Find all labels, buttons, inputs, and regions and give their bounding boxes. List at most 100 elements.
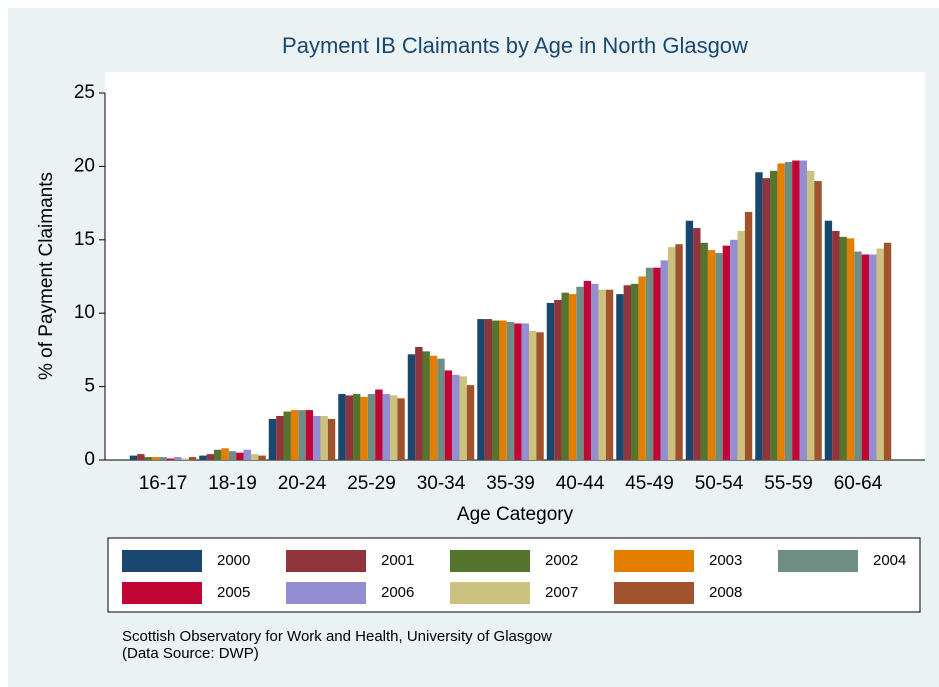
bar [174,457,182,460]
x-tick-label: 50-54 [695,473,744,494]
x-tick-label: 25-29 [347,473,396,494]
bar [137,454,145,460]
bar [397,398,405,460]
x-tick-label: 60-64 [834,473,883,494]
x-tick-label: 20-24 [278,473,327,494]
x-tick-label: 18-19 [208,473,257,494]
y-tick-label: 0 [84,449,95,470]
bar [382,393,390,460]
bar [814,181,822,460]
x-tick-label: 35-39 [486,473,535,494]
x-tick-label: 16-17 [139,473,188,494]
bar [452,374,460,460]
x-tick-label: 30-34 [417,473,466,494]
bar [221,448,229,460]
legend-swatch [778,550,858,572]
bar [561,292,569,460]
bar [799,160,807,460]
bar [506,322,515,460]
chart-title: Payment IB Claimants by Age in North Gla… [282,33,748,58]
bar [389,395,398,460]
legend-swatch [614,582,694,604]
bar [360,396,368,460]
bar [459,376,467,460]
legend-label: 2000 [217,552,250,569]
bar [653,267,661,460]
bar [250,454,259,460]
legend-swatch [450,550,530,572]
bar [228,451,237,460]
bar [298,410,306,460]
legend-swatch [122,582,202,604]
legend-label: 2007 [545,584,578,601]
bar [755,172,763,460]
bar [675,244,683,460]
y-axis-title: % of Payment Claimants [36,172,57,380]
bar [846,238,855,460]
legend-label: 2003 [709,552,742,569]
bar [605,289,614,460]
legend-label: 2006 [381,584,414,601]
bar [861,254,870,460]
bar [166,458,175,460]
bar [144,457,152,460]
bar [338,393,346,460]
bar [784,161,793,460]
bar [353,393,361,460]
bar [839,236,847,460]
bar [422,351,430,460]
bar [199,455,207,460]
bar [258,455,266,460]
bar [276,415,284,460]
bar [129,455,138,460]
bar [660,260,668,460]
bar [554,299,562,460]
bar [181,458,189,460]
bar [576,286,584,460]
legend-label: 2004 [873,552,906,569]
y-tick-label: 10 [74,302,95,323]
bar [546,302,555,460]
bar [429,355,438,460]
legend-swatch [614,550,694,572]
bar [320,415,328,460]
bar [514,323,522,460]
bar [568,294,577,460]
bar [484,319,493,460]
bar [700,242,708,460]
bar [737,230,745,460]
bar [243,449,251,460]
bar [824,220,833,460]
y-tick-label: 5 [84,376,95,397]
bar [268,418,277,460]
legend-swatch [286,550,366,572]
bar [327,418,336,460]
legend-swatch [122,550,202,572]
legend-label: 2002 [545,552,578,569]
x-tick-label: 55-59 [764,473,813,494]
bar [693,228,701,460]
bar [214,449,222,460]
bar [777,163,785,461]
bar [883,242,892,460]
bar [206,454,215,460]
bar [536,332,544,460]
note: Scottish Observatory for Work and Health… [122,628,552,645]
legend-label: 2001 [381,552,414,569]
bar [345,395,354,460]
bar [466,385,475,460]
bar [283,411,291,460]
bar [477,319,485,460]
bar [492,320,500,460]
legend-label: 2005 [217,584,250,601]
bar [499,320,507,460]
bar [528,330,537,460]
bar [290,410,299,460]
bar [638,276,646,460]
bar [415,346,423,460]
x-tick-label: 45-49 [625,473,674,494]
bar [236,452,244,460]
bar [685,220,694,460]
bar [770,170,778,460]
bar [631,283,639,460]
